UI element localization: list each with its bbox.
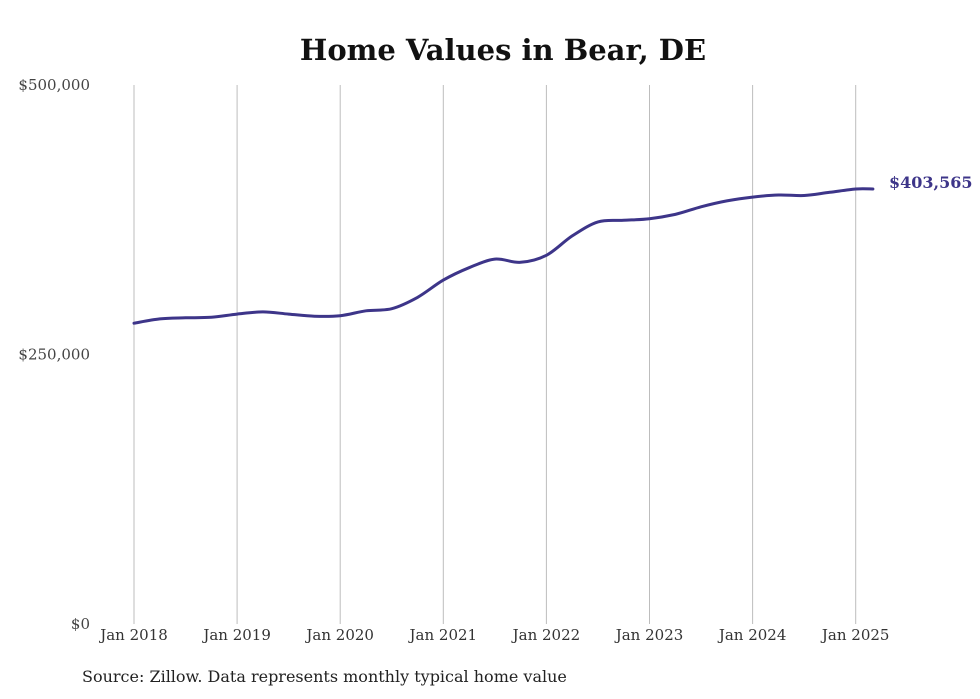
x-tick-label: Jan 2023 bbox=[614, 626, 684, 644]
x-tick-label: Jan 2022 bbox=[511, 626, 581, 644]
source-note: Source: Zillow. Data represents monthly … bbox=[82, 667, 567, 686]
x-tick-label: Jan 2021 bbox=[408, 626, 478, 644]
series-line bbox=[132, 187, 875, 325]
x-tick-label: Jan 2019 bbox=[201, 626, 271, 644]
x-tick-label: Jan 2024 bbox=[717, 626, 787, 644]
y-tick-label: $0 bbox=[71, 615, 90, 633]
x-tick-label: Jan 2025 bbox=[820, 626, 890, 644]
x-tick-label: Jan 2018 bbox=[98, 626, 168, 644]
x-axis-ticks: Jan 2018 Jan 2019 Jan 2020 Jan 2021 Jan 2022… bbox=[98, 626, 889, 644]
chart-title: Home Values in Bear, DE bbox=[300, 33, 706, 67]
y-tick-label: $250,000 bbox=[18, 346, 90, 364]
end-value-label: $403,565 bbox=[889, 173, 973, 192]
series-line-group bbox=[132, 187, 875, 325]
y-axis-ticks: $0 $250,000 $500,000 bbox=[18, 76, 90, 633]
y-tick-label: $500,000 bbox=[18, 76, 90, 94]
x-tick-label: Jan 2020 bbox=[304, 626, 374, 644]
gridlines bbox=[133, 85, 857, 624]
